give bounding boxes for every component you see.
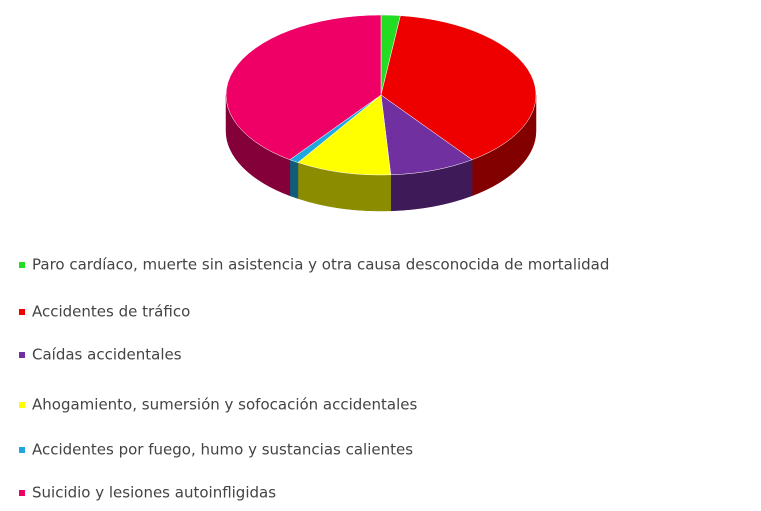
legend-swatch <box>19 490 25 496</box>
legend-swatch <box>19 352 25 358</box>
slice <box>380 15 537 161</box>
slice <box>225 14 382 161</box>
legend-label: Ahogamiento, sumersión y sofocación acci… <box>32 396 418 414</box>
legend-label: Accidentes por fuego, humo y sustancias … <box>32 441 413 459</box>
legend-label: Suicidio y lesiones autoinfligidas <box>32 484 276 502</box>
legend-swatch <box>19 309 25 315</box>
legend-swatch <box>19 402 25 408</box>
slice <box>297 94 392 176</box>
legend-swatch <box>19 262 25 268</box>
legend-label: Accidentes de tráfico <box>32 303 190 321</box>
legend-label: Paro cardíaco, muerte sin asistencia y o… <box>32 256 609 274</box>
legend-label: Caídas accidentales <box>32 346 182 364</box>
legend-swatch <box>19 447 25 453</box>
slice-side <box>289 159 299 199</box>
slice <box>380 94 473 176</box>
